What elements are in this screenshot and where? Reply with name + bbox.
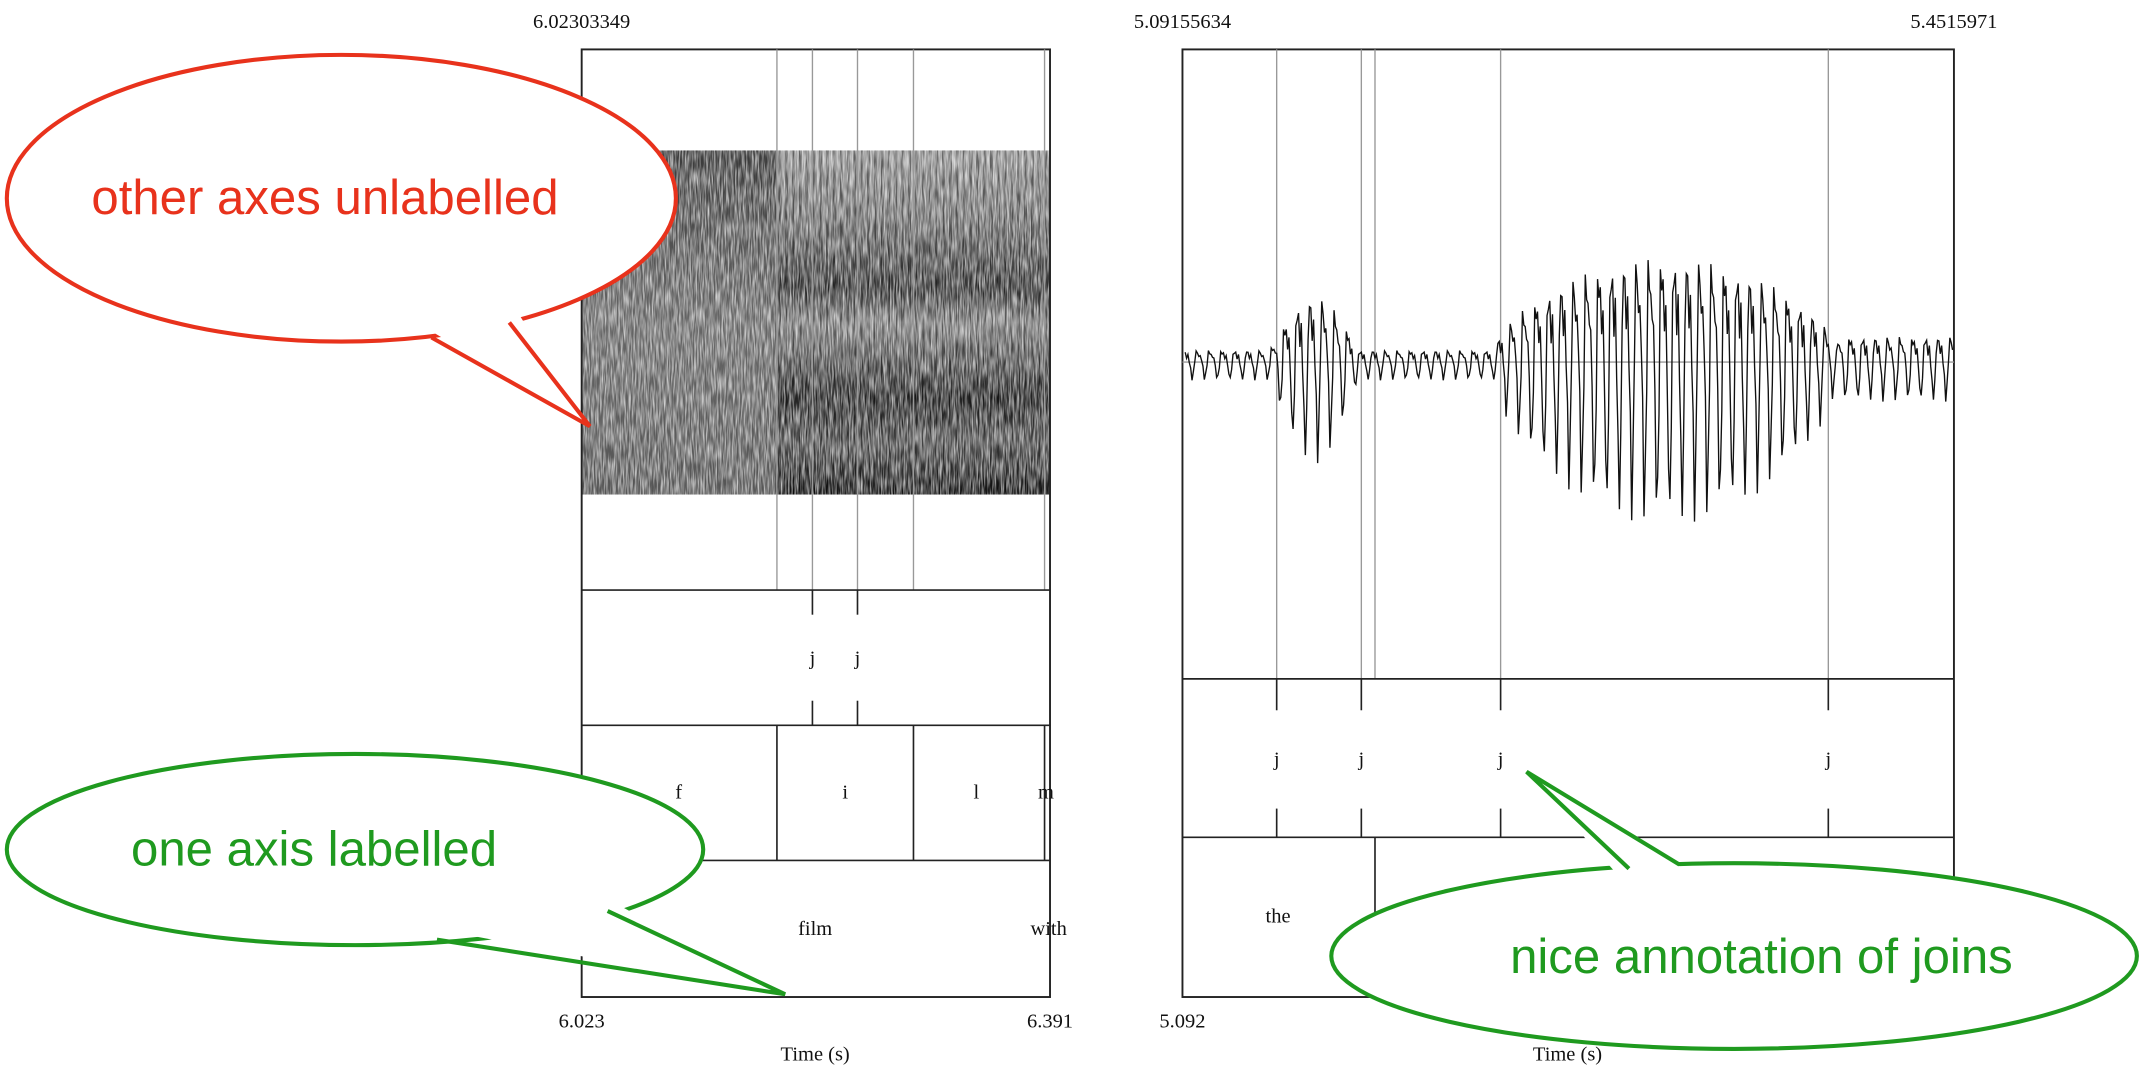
word-label: with: [1030, 918, 1066, 940]
start-time: 5.092: [1159, 1011, 1205, 1033]
top-end-time: 5.4515971: [1910, 11, 1997, 33]
join-label: j: [809, 647, 816, 669]
waveform: [1184, 260, 1954, 522]
word-label: film: [798, 918, 832, 940]
callout-text: one axis labelled: [131, 822, 497, 876]
join-label: j: [1497, 748, 1504, 770]
x-axis-label: Time (s): [1533, 1043, 1602, 1065]
segment-label: l: [973, 781, 979, 803]
callout-green: one axis labelled: [4, 751, 786, 997]
left-panel: 6.02303349 j j f i l m film with 6.023 6…: [533, 11, 1073, 1065]
segment-label: m: [1038, 781, 1054, 803]
join-label: j: [1824, 748, 1831, 770]
callout-text: other axes unlabelled: [91, 171, 558, 225]
callout-red: other axes unlabelled: [4, 52, 678, 429]
right-panel: 5.09155634 5.4515971 j j j j the 5.092 T…: [1134, 11, 1998, 1065]
join-label: j: [1273, 748, 1280, 770]
join-label: j: [854, 647, 861, 669]
top-start-time: 5.09155634: [1134, 11, 1231, 33]
join-label: j: [1357, 748, 1364, 770]
segment-label: i: [842, 781, 848, 803]
callout-text: nice annotation of joins: [1510, 930, 2013, 984]
frame: [1181, 48, 1955, 998]
end-time: 6.391: [1027, 1011, 1073, 1033]
callout-green: nice annotation of joins: [1329, 769, 2139, 1051]
frame: [580, 48, 1051, 998]
x-axis-label: Time (s): [781, 1043, 850, 1065]
start-time: 6.023: [559, 1011, 605, 1033]
word-label: the: [1266, 906, 1291, 928]
segment-label: f: [675, 781, 682, 803]
top-time: 6.02303349: [533, 11, 630, 33]
